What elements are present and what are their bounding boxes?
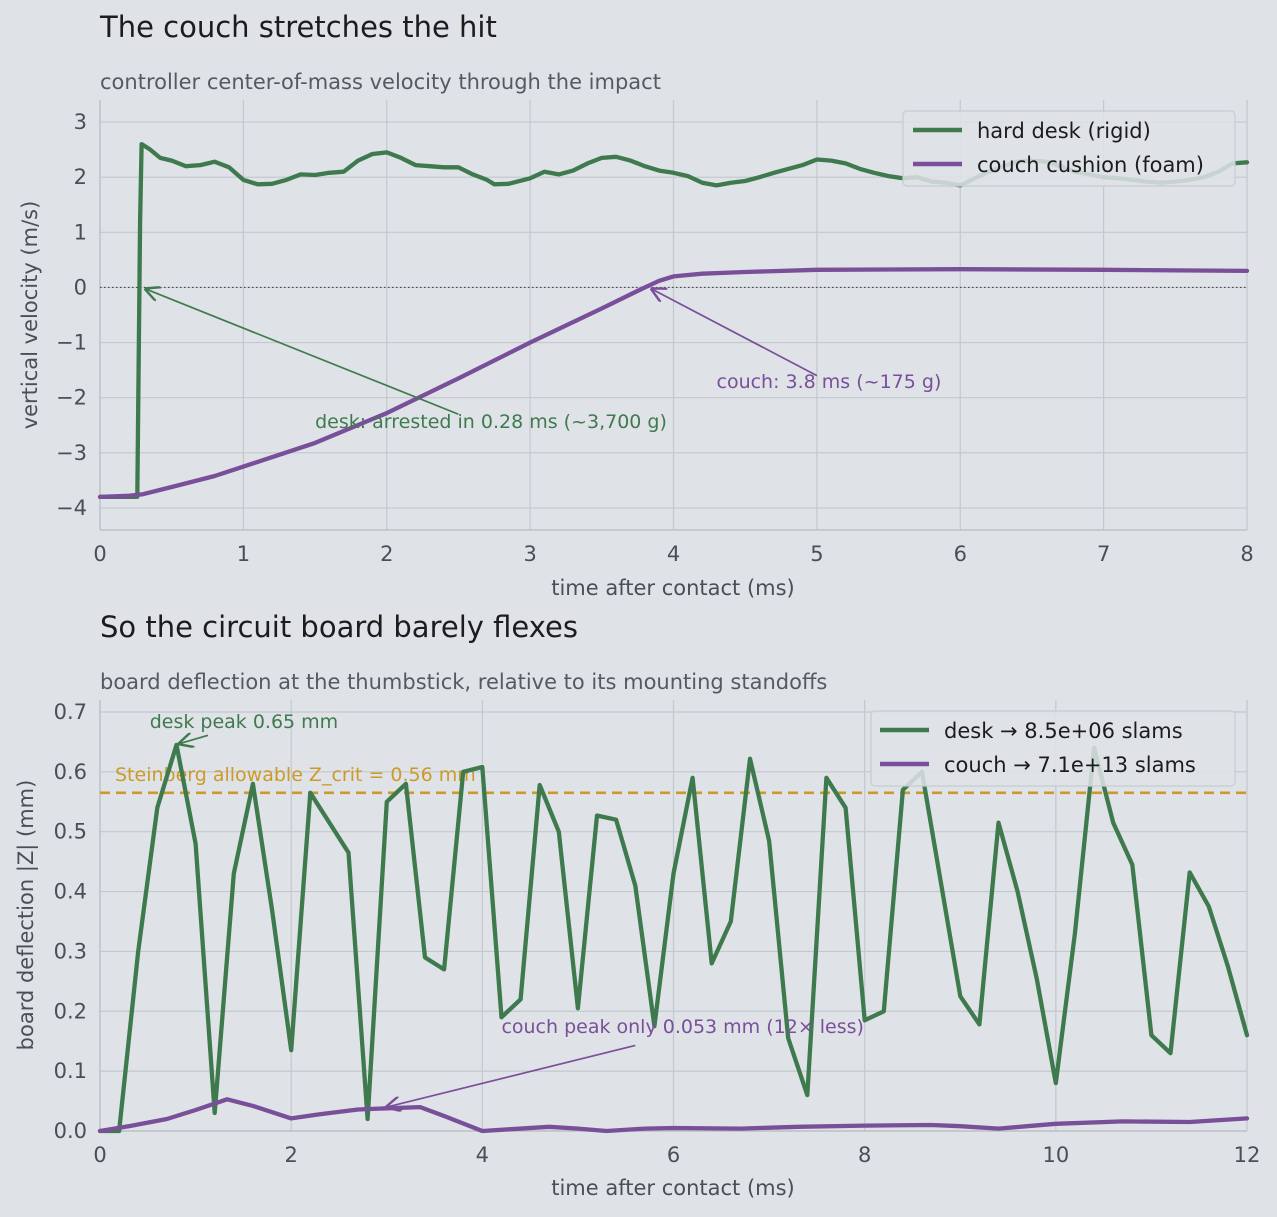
velocity-plot-area: 0 1 2 3 4 5 6 7 8 −4 −3 −2 −1 0 1 2 3 desk: arrested in 0…: [56, 100, 1254, 566]
deflection-y-tick-label: 0.4: [54, 880, 87, 904]
velocity-x-tick-label: 6: [954, 542, 967, 566]
velocity-chart-title: The couch stretches the hit: [99, 10, 497, 44]
velocity-y-tick-label: 2: [74, 165, 87, 189]
velocity-annotation-arrow-desk: [146, 289, 459, 416]
deflection-y-tick-label: 0.2: [54, 999, 87, 1023]
velocity-y-tick-label: 1: [74, 220, 87, 244]
velocity-y-tick-label: −1: [56, 331, 87, 355]
deflection-y-tick-label: 0.3: [54, 939, 87, 963]
deflection-legend-box: [870, 710, 1236, 787]
velocity-chart-subtitle: controller center-of-mass velocity throu…: [100, 70, 661, 94]
velocity-y-tick-label: 0: [74, 275, 87, 299]
velocity-annotation-desk: desk: arrested in 0.28 ms (~3,700 g): [315, 411, 667, 433]
velocity-annotation-arrow-couch: [652, 289, 818, 377]
velocity-annotation-couch: couch: 3.8 ms (~175 g): [717, 371, 942, 393]
velocity-y-tick-label: −3: [56, 441, 87, 465]
velocity-x-tick-label: 3: [523, 542, 536, 566]
deflection-chart-subtitle: board deflection at the thumbstick, rela…: [100, 670, 827, 694]
deflection-x-tick-label: 12: [1234, 1143, 1261, 1167]
velocity-x-tick-label: 8: [1240, 542, 1253, 566]
deflection-y-tick-label: 0.1: [54, 1059, 87, 1083]
legend-label-couch-slams: couch → 7.1e+13 slams: [944, 753, 1196, 777]
velocity-series-line-couch: [97, 267, 1250, 500]
velocity-x-tick-label: 4: [667, 542, 680, 566]
deflection-series-line-couch: [97, 1097, 1250, 1134]
deflection-panel: So the circuit board barely flexes board…: [14, 610, 1260, 1200]
velocity-x-tick-label: 2: [380, 542, 393, 566]
velocity-x-tick-label: 0: [93, 542, 106, 566]
velocity-x-tick-label: 5: [810, 542, 823, 566]
deflection-annotation-couch: couch peak only 0.053 mm (12× less): [501, 1016, 864, 1038]
velocity-legend: hard desk (rigid) couch cushion (foam): [902, 110, 1236, 187]
velocity-x-axis-label: time after contact (ms): [551, 576, 795, 600]
deflection-x-tick-label: 6: [667, 1143, 680, 1167]
deflection-y-axis-label: board deflection |Z| (mm): [14, 780, 39, 1051]
velocity-panel: The couch stretches the hit controller c…: [18, 10, 1254, 600]
legend-label-desk-slams: desk → 8.5e+06 slams: [944, 719, 1183, 743]
deflection-y-tick-label: 0.6: [54, 760, 87, 784]
deflection-x-tick-label: 2: [284, 1143, 297, 1167]
deflection-x-tick-label: 10: [1042, 1143, 1069, 1167]
velocity-y-axis-label: vertical velocity (m/s): [18, 201, 42, 430]
deflection-x-axis-label: time after contact (ms): [551, 1176, 795, 1200]
deflection-y-tick-label: 0.0: [54, 1119, 87, 1143]
deflection-x-tick-label: 4: [476, 1143, 489, 1167]
deflection-chart-title: So the circuit board barely flexes: [100, 610, 578, 644]
deflection-annotation-arrow-desk: [179, 735, 209, 743]
deflection-annotation-desk: desk peak 0.65 mm: [150, 711, 339, 733]
deflection-x-tick-label: 0: [93, 1143, 106, 1167]
velocity-y-tick-label: −4: [56, 496, 87, 520]
velocity-x-tick-label: 7: [1097, 542, 1110, 566]
deflection-legend: desk → 8.5e+06 slams couch → 7.1e+13 sla…: [870, 710, 1236, 787]
velocity-legend-box: [902, 110, 1236, 187]
legend-label-couch: couch cushion (foam): [977, 153, 1204, 177]
deflection-y-tick-label: 0.5: [54, 820, 87, 844]
velocity-y-tick-label: −2: [56, 386, 87, 410]
threshold-label: Steinberg allowable Z_crit = 0.56 mm: [115, 764, 476, 786]
deflection-y-tick-label: 0.7: [54, 700, 87, 724]
deflection-x-tick-label: 8: [858, 1143, 871, 1167]
deflection-annotation-arrow-couch: [387, 1044, 636, 1107]
velocity-y-tick-label: 3: [74, 110, 87, 134]
deflection-plot-area: 0 2 4 6 8 10 12 0.0 0.1 0.2 0.3 0.4 0.5 0.6 0.7 Steinbe…: [54, 700, 1261, 1167]
velocity-x-tick-label: 1: [237, 542, 250, 566]
legend-label-desk: hard desk (rigid): [977, 119, 1151, 143]
deflection-series-line-desk: [97, 742, 1250, 1134]
